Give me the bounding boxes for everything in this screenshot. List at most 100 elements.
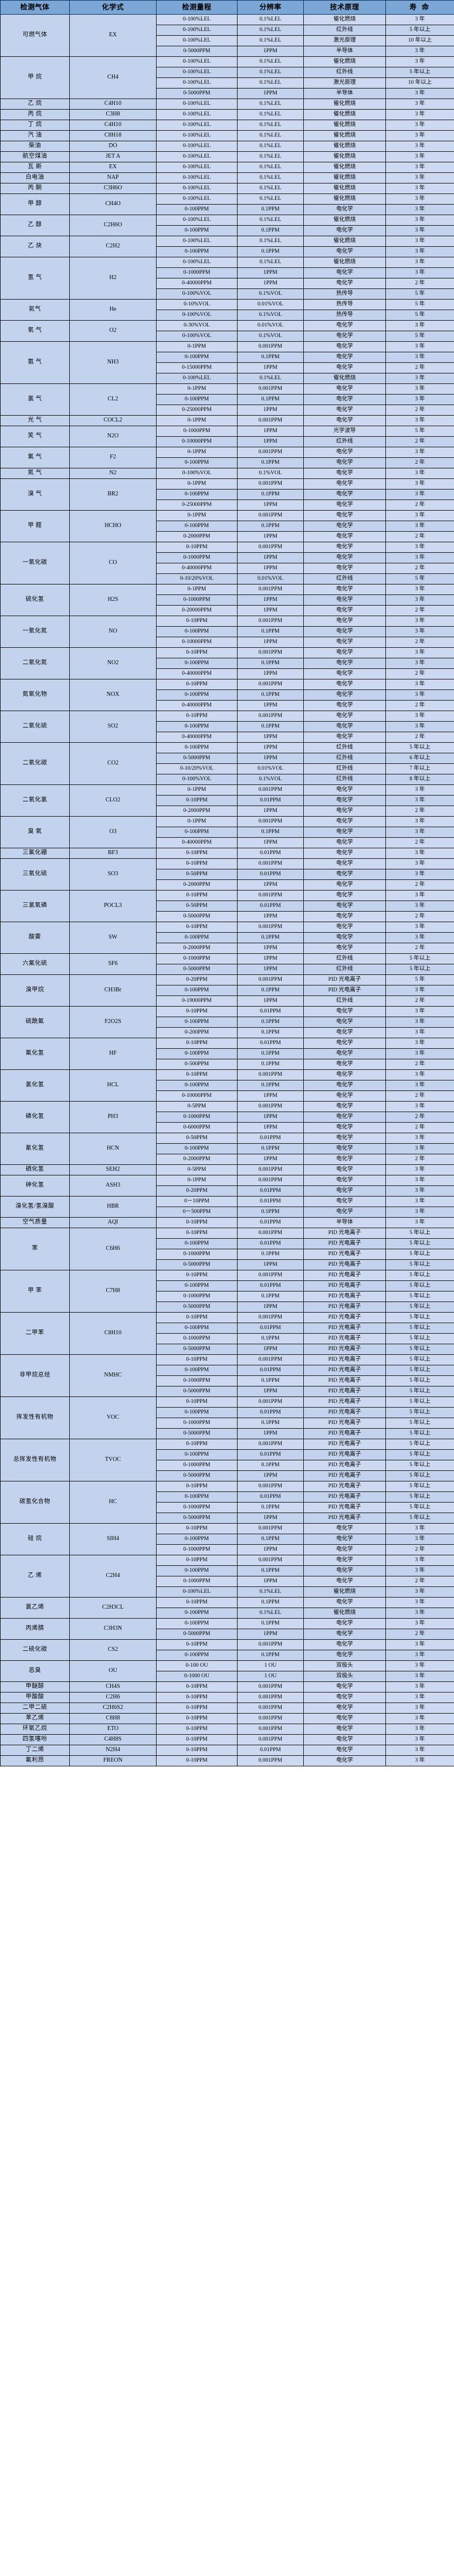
formula-cell: CL2 — [69, 383, 157, 416]
gas-name-cell: 氯化氢 — [0, 1069, 70, 1102]
range-cell: 0-100%LEL — [156, 67, 238, 78]
resolution-cell: 0.001PPM — [237, 679, 304, 690]
lifespan-cell: 3 年 — [385, 204, 454, 215]
table-row: 0－500PPM 0.1PPM 电化学 3 年 — [1, 1207, 454, 1218]
lifespan-cell: 3 年 — [385, 616, 454, 627]
formula-cell: SO3 — [69, 858, 157, 891]
range-cell: 0-6000PPM — [156, 1122, 238, 1133]
table-row: 0-1000PPM 1PPM 电化学 2 年 — [1, 1544, 454, 1555]
range-cell: 0-1000PPM — [156, 1333, 238, 1344]
technology-cell: 光学波导 — [303, 426, 386, 437]
resolution-cell: 0.1PPM — [237, 489, 304, 500]
table-row: 白电油 NAP 0-100%LEL 0.1%LEL 催化燃烧 3 年 — [0, 172, 454, 183]
range-cell: 0-100PPM — [156, 742, 238, 753]
formula-cell: C8H18 — [69, 130, 157, 141]
formula-cell: NAP — [69, 172, 157, 183]
resolution-cell: 1PPM — [237, 1544, 304, 1555]
range-cell: 0-1PPM — [156, 447, 238, 458]
technology-cell: 半导体 — [303, 1217, 386, 1228]
range-cell: 0-1000PPM — [156, 1460, 238, 1471]
lifespan-cell: 10 年以上 — [385, 35, 454, 46]
resolution-cell: 0.001PPM — [237, 1702, 304, 1714]
formula-cell: C3H8 — [69, 109, 157, 120]
table-row: 氮氧化物 NOX 0-10PPM 0.001PPM 电化学 3 年 — [0, 679, 454, 711]
technology-cell: 电化学 — [303, 278, 386, 289]
range-cell: 0-100%VOL — [156, 774, 238, 785]
lifespan-cell: 3 年 — [385, 341, 454, 352]
formula-cell: C4H10 — [69, 98, 157, 110]
technology-cell: 红外线 — [303, 753, 386, 764]
technology-cell: 电化学 — [303, 499, 386, 511]
technology-cell: PID 光电离子 — [303, 1249, 386, 1260]
lifespan-cell: 3 年 — [385, 1006, 454, 1017]
technology-cell: PID 光电离子 — [303, 1491, 386, 1503]
technology-cell: PID 光电离子 — [303, 1396, 386, 1408]
range-cell: 0-15000PPM — [156, 362, 238, 373]
gas-name-cell: 甲 醛 — [0, 510, 70, 542]
table-row: 0-5000PPM 1PPM 电化学 2 年 — [1, 1629, 454, 1640]
lifespan-cell: 3 年 — [385, 1080, 454, 1091]
resolution-cell: 0.01PPM — [237, 1280, 304, 1292]
lifespan-cell: 5 年以上 — [385, 1270, 454, 1281]
table-row: 0-100PPM 0.01PPM PID 光电离子 5 年以上 — [1, 1323, 454, 1334]
technology-cell: 催化燃烧 — [303, 56, 386, 67]
lifespan-cell: 3 年 — [385, 542, 454, 553]
technology-cell: 双极头 — [303, 1660, 386, 1671]
lifespan-cell: 3 年 — [385, 1565, 454, 1576]
resolution-cell: 0.01PPM — [237, 1185, 304, 1197]
technology-cell: 电化学 — [303, 879, 386, 891]
range-cell: 0-500PPM — [156, 1059, 238, 1070]
technology-cell: 激光原理 — [303, 35, 386, 46]
table-row: 0-40000PPM 1PPM 电化学 2 年 — [1, 668, 454, 679]
table-row: 0-100%LEL 0.1%LEL 激光原理 10 年以上 — [1, 35, 454, 46]
formula-cell: C3H6O — [69, 183, 157, 194]
technology-cell: 电化学 — [303, 447, 386, 458]
technology-cell: 电化学 — [303, 1090, 386, 1102]
resolution-cell: 0.001PPM — [237, 1555, 304, 1566]
range-cell: 0-1000PPM — [156, 1502, 238, 1513]
resolution-cell: 0.1PPM — [237, 352, 304, 363]
technology-cell: 电化学 — [303, 890, 386, 901]
lifespan-cell: 3 年 — [385, 1745, 454, 1756]
lifespan-cell: 5 年以上 — [385, 1365, 454, 1376]
range-cell: 0-100PPM — [156, 626, 238, 637]
range-cell: 0-100PPM — [156, 1238, 238, 1249]
technology-cell: PID 光电离子 — [303, 1312, 386, 1323]
resolution-cell: 1PPM — [237, 1301, 304, 1313]
gas-name-cell: 二氧化氮 — [0, 647, 70, 679]
resolution-cell: 0.1PPM — [237, 1460, 304, 1471]
table-row: 氰化氢 HCN 0-50PPM 0.01PPM 电化学 3 年 — [0, 1133, 454, 1165]
range-cell: 0-5000PPM — [156, 88, 238, 99]
resolution-cell: 0.01%VOL — [237, 573, 304, 584]
formula-cell: H2S — [69, 584, 157, 616]
lifespan-cell: 2 年 — [385, 1544, 454, 1555]
resolution-cell: 0.001PPM — [237, 1481, 304, 1492]
table-row: 0-1000PPM 0.1PPM PID 光电离子 5 年以上 — [1, 1502, 454, 1513]
technology-cell: 电化学 — [303, 1702, 386, 1714]
resolution-cell: 1PPM — [237, 1259, 304, 1270]
table-row: 0-100PPM 0.1PPM 电化学 3 年 — [1, 521, 454, 532]
lifespan-cell: 2 年 — [385, 1090, 454, 1102]
technology-cell: 电化学 — [303, 806, 386, 817]
formula-cell: C3H3N — [69, 1618, 157, 1640]
table-row: 0-10PPM 0.01PPM 电化学 3 年 — [1, 795, 454, 806]
formula-cell: C8H8 — [69, 1713, 157, 1724]
resolution-cell: 0.1PPM — [237, 689, 304, 701]
technology-cell: 电化学 — [303, 827, 386, 838]
technology-cell: 半导体 — [303, 46, 386, 57]
range-cell: 0-1000PPM — [156, 1418, 238, 1429]
resolution-cell: 0.001PPM — [237, 1692, 304, 1703]
resolution-cell: 1PPM — [237, 1513, 304, 1524]
technology-cell: PID 光电离子 — [303, 985, 386, 996]
gas-name-cell: 溴甲烷 — [0, 974, 70, 1007]
range-cell: 0-10PPM — [156, 1354, 238, 1365]
formula-cell: PH3 — [69, 1101, 157, 1133]
technology-cell: 电化学 — [303, 711, 386, 722]
range-cell: 0-40000PPM — [156, 700, 238, 711]
technology-cell: 电化学 — [303, 521, 386, 532]
technology-cell: 电化学 — [303, 489, 386, 500]
range-cell: 0-30%VOL — [156, 320, 238, 331]
range-cell: 0-100PPM — [156, 489, 238, 500]
technology-cell: 催化燃烧 — [303, 193, 386, 205]
formula-cell: DO — [69, 141, 157, 152]
